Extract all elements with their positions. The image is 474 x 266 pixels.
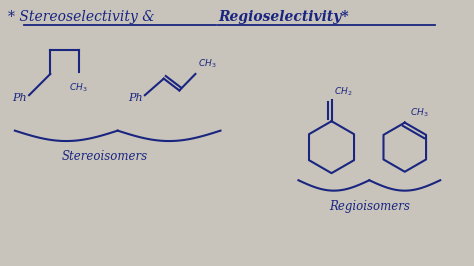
Text: Stereoisomers: Stereoisomers (62, 149, 148, 163)
Text: $CH_3$: $CH_3$ (198, 58, 216, 70)
Text: $CH_2$: $CH_2$ (334, 85, 352, 98)
Text: Regioisomers: Regioisomers (329, 200, 410, 213)
Text: $CH_3$: $CH_3$ (69, 81, 88, 94)
Text: Regioselectivity*: Regioselectivity* (218, 10, 349, 24)
Text: $CH_3$: $CH_3$ (410, 106, 428, 119)
Text: Ph: Ph (128, 93, 143, 103)
Text: Ph: Ph (12, 93, 27, 103)
Text: * Stereoselectivity &: * Stereoselectivity & (8, 10, 159, 24)
